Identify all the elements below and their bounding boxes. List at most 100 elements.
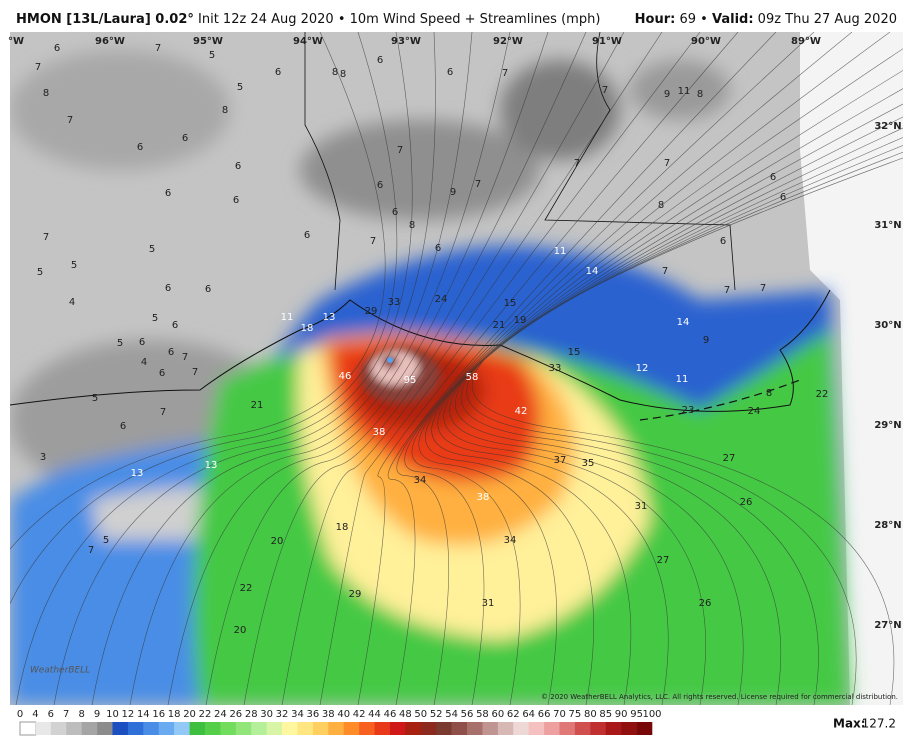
wind-label: 5 <box>103 535 109 546</box>
latitude-label: 29°N <box>874 420 901 431</box>
colorbar-swatch <box>405 722 422 735</box>
colorbar-swatch <box>158 722 175 735</box>
wind-label: 8 <box>409 220 415 231</box>
wind-label: 7 <box>397 145 403 156</box>
wind-label: 22 <box>816 389 829 400</box>
longitude-label: 93°W <box>391 36 421 47</box>
model-name: HMON [13L/Laura] 0.02° <box>16 12 194 27</box>
wind-label: 9 <box>664 89 670 100</box>
wind-label: 6 <box>447 67 453 78</box>
wind-label: 8 <box>658 200 664 211</box>
wind-label: 18 <box>301 323 314 334</box>
colorbar-swatch <box>204 722 221 735</box>
wind-label: 20 <box>271 536 284 547</box>
colorbar-tick-label: 0 <box>17 709 23 720</box>
latitude-label: 27°N <box>874 620 901 631</box>
colorbar-tick-label: 50 <box>414 709 427 720</box>
latitude-label: 30°N <box>874 320 901 331</box>
wind-label: 7 <box>160 407 166 418</box>
colorbar-swatch <box>451 722 468 735</box>
wind-label: 23 <box>682 405 695 416</box>
colorbar-tick-label: 38 <box>322 709 335 720</box>
latitude-label: 31°N <box>874 220 901 231</box>
longitude-label: 96°W <box>95 36 125 47</box>
colorbar-tick-label: 9 <box>94 709 100 720</box>
colorbar-swatch <box>467 722 483 735</box>
colorbar-swatch <box>127 722 144 735</box>
colorbar-swatch <box>297 722 314 735</box>
wind-label: 8 <box>43 88 49 99</box>
colorbar-tick-label: 30 <box>260 709 273 720</box>
wind-label: 18 <box>336 522 349 533</box>
colorbar-swatch <box>97 722 113 735</box>
wind-label: 7 <box>182 352 188 363</box>
wind-label: 6 <box>377 180 383 191</box>
wind-label: 7 <box>662 266 668 277</box>
colorbar-tick-label: 80 <box>584 709 597 720</box>
colorbar-swatch <box>497 722 514 735</box>
wind-label: 7 <box>43 232 49 243</box>
colorbar-swatch <box>389 722 406 735</box>
wind-label: 26 <box>740 497 753 508</box>
wind-label: 29 <box>349 589 362 600</box>
colorbar-tick-label: 18 <box>168 709 181 720</box>
valid-time: 09z Thu 27 Aug 2020 <box>758 12 897 27</box>
wind-label: 6 <box>235 161 241 172</box>
colorbar-tick-label: 70 <box>553 709 566 720</box>
colorbar-tick-label: 85 <box>599 709 612 720</box>
colorbar-tick-label: 42 <box>353 709 366 720</box>
colorbar-swatch <box>312 722 329 735</box>
wind-label: 7 <box>35 62 41 73</box>
wind-label: 7 <box>664 158 670 169</box>
colorbar-tick-label: 22 <box>199 709 212 720</box>
wind-label: 13 <box>131 468 144 479</box>
colorbar-swatch <box>528 722 545 735</box>
colorbar-swatch <box>282 722 298 735</box>
colorbar-swatch <box>251 722 267 735</box>
wind-label: 6 <box>377 55 383 66</box>
copyright: © 2020 WeatherBELL Analytics, LLC. All r… <box>541 693 898 701</box>
wind-label: 19 <box>514 315 527 326</box>
colorbar-swatch <box>436 722 452 735</box>
wind-label: 6 <box>165 283 171 294</box>
colorbar-tick-label: 62 <box>507 709 520 720</box>
wind-label: 6 <box>182 133 188 144</box>
wind-label: 31 <box>482 598 495 609</box>
colorbar-tick-label: 14 <box>137 709 150 720</box>
wind-label: 6 <box>435 243 441 254</box>
wind-label: 27 <box>657 555 670 566</box>
wind-label: 58 <box>466 372 479 383</box>
valid-label: Valid: <box>712 12 754 27</box>
max-label: Max: <box>833 717 866 731</box>
wind-label: 7 <box>760 283 766 294</box>
colorbar-tick-label: 100 <box>642 709 661 720</box>
wind-label: 46 <box>339 371 352 382</box>
logo: WeatherBELL <box>30 666 90 676</box>
wind-label: 38 <box>373 427 386 438</box>
wind-label: 6 <box>205 284 211 295</box>
colorbar-swatch <box>482 722 499 735</box>
wind-label: 5 <box>37 267 43 278</box>
wind-label: 4 <box>69 297 75 308</box>
wind-label: 7 <box>370 236 376 247</box>
wind-label: 7 <box>602 85 608 96</box>
wind-label: 15 <box>568 347 581 358</box>
wind-label: 3 <box>40 452 46 463</box>
colorbar-tick-label: 4 <box>32 709 38 720</box>
colorbar-swatch <box>112 722 129 735</box>
wind-label: 7 <box>88 545 94 556</box>
colorbar-swatch <box>636 722 653 735</box>
longitude-label: 95°W <box>193 36 223 47</box>
colorbar-swatch <box>574 722 591 735</box>
wind-label: 34 <box>414 475 427 486</box>
colorbar-swatch <box>220 722 237 735</box>
colorbar-swatch <box>513 722 529 735</box>
colorbar-tick-label: 56 <box>461 709 474 720</box>
colorbar-tick-label: 6 <box>48 709 54 720</box>
wind-label: 11 <box>554 246 567 257</box>
wind-label: 6 <box>392 207 398 218</box>
wind-label: 24 <box>435 294 448 305</box>
wind-label: 6 <box>233 195 239 206</box>
colorbar-swatch <box>143 722 160 735</box>
